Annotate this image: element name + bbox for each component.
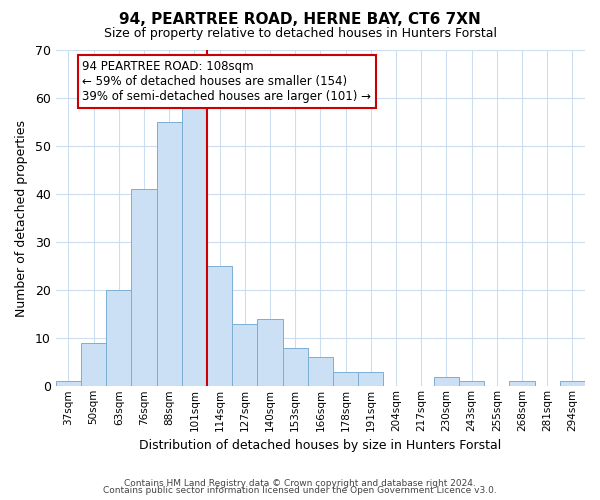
Text: Contains public sector information licensed under the Open Government Licence v3: Contains public sector information licen…	[103, 486, 497, 495]
Bar	[459, 382, 484, 386]
Text: 94, PEARTREE ROAD, HERNE BAY, CT6 7XN: 94, PEARTREE ROAD, HERNE BAY, CT6 7XN	[119, 12, 481, 28]
Text: Size of property relative to detached houses in Hunters Forstal: Size of property relative to detached ho…	[104, 26, 497, 40]
Bar	[308, 358, 333, 386]
Bar	[509, 382, 535, 386]
Bar	[207, 266, 232, 386]
Text: 94 PEARTREE ROAD: 108sqm
← 59% of detached houses are smaller (154)
39% of semi-: 94 PEARTREE ROAD: 108sqm ← 59% of detach…	[82, 60, 371, 103]
Bar	[131, 190, 157, 386]
Bar	[283, 348, 308, 387]
X-axis label: Distribution of detached houses by size in Hunters Forstal: Distribution of detached houses by size …	[139, 440, 502, 452]
Bar	[333, 372, 358, 386]
Y-axis label: Number of detached properties: Number of detached properties	[15, 120, 28, 316]
Bar	[434, 376, 459, 386]
Bar	[157, 122, 182, 386]
Bar	[81, 343, 106, 386]
Bar	[257, 319, 283, 386]
Bar	[358, 372, 383, 386]
Bar	[182, 108, 207, 386]
Bar	[560, 382, 585, 386]
Bar	[56, 382, 81, 386]
Bar	[106, 290, 131, 386]
Text: Contains HM Land Registry data © Crown copyright and database right 2024.: Contains HM Land Registry data © Crown c…	[124, 478, 476, 488]
Bar	[232, 324, 257, 386]
